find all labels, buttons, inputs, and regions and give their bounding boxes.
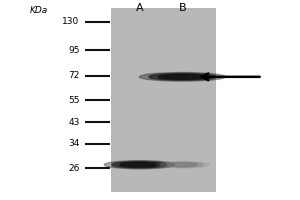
Text: 43: 43 — [68, 118, 80, 127]
Ellipse shape — [139, 72, 226, 81]
Ellipse shape — [120, 162, 159, 167]
Text: 130: 130 — [62, 17, 80, 26]
Ellipse shape — [104, 161, 175, 169]
Ellipse shape — [155, 161, 209, 168]
Text: 72: 72 — [68, 71, 80, 80]
Text: 55: 55 — [68, 96, 80, 105]
Ellipse shape — [161, 162, 203, 167]
Text: B: B — [178, 3, 186, 13]
Text: 95: 95 — [68, 46, 80, 55]
Text: A: A — [136, 3, 143, 13]
Text: 26: 26 — [68, 164, 80, 173]
Text: 34: 34 — [68, 139, 80, 148]
Ellipse shape — [167, 163, 197, 167]
Ellipse shape — [158, 74, 206, 79]
Ellipse shape — [112, 162, 167, 168]
Text: KDa: KDa — [30, 6, 48, 15]
Bar — [111, 8, 216, 192]
Ellipse shape — [149, 73, 216, 80]
